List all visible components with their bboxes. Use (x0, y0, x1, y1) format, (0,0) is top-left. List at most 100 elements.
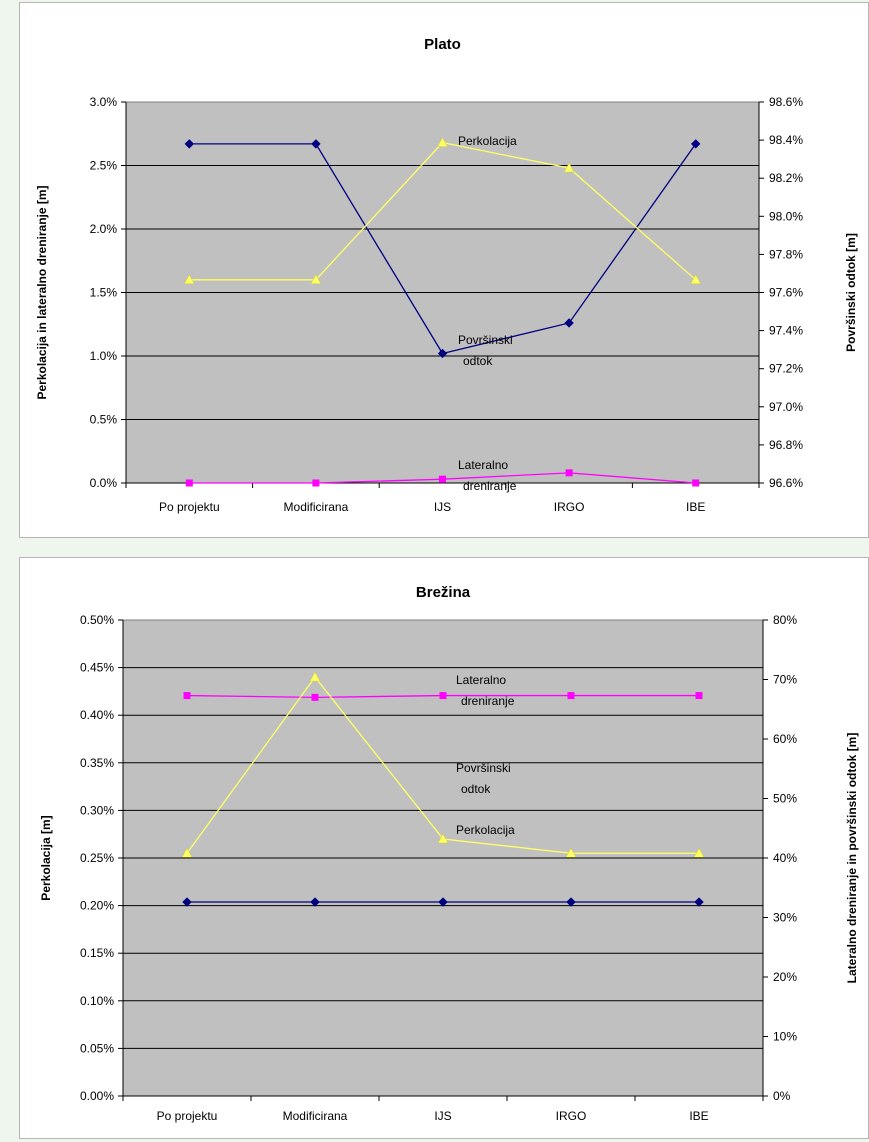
data-point (309, 671, 321, 682)
right-tick-label: 0% (773, 1089, 791, 1103)
x-tick-label: IBE (689, 1109, 708, 1123)
x-tick-label: IRGO (554, 500, 585, 514)
x-tick-label: IJS (434, 500, 451, 514)
left-tick-label: 2.0% (90, 222, 118, 236)
data-point (564, 318, 574, 328)
data-point (183, 274, 195, 285)
left-axis-title: Perkolacija in lateralno dreniranje [m] (35, 185, 49, 399)
right-tick-label: 96.8% (769, 438, 803, 452)
data-point (439, 692, 447, 700)
right-tick-label: 97.6% (769, 286, 803, 300)
series-label-line: Površinski (458, 333, 513, 347)
right-axis-title: Površinski odtok [m] (844, 233, 858, 352)
data-point (310, 897, 320, 907)
left-tick-label: 1.5% (90, 286, 118, 300)
series-label-line: Lateralno (456, 673, 506, 687)
left-tick-label: 0.15% (80, 946, 114, 960)
data-point (695, 692, 703, 700)
data-point (690, 274, 702, 285)
brezina-chart-svg: Brežina 0.00% 0.05% 0.10% 0.15% 0.20% 0.25% 0.3… (39, 584, 859, 1123)
right-tick-label: 98.6% (769, 95, 803, 109)
data-point (182, 897, 192, 907)
data-point (565, 847, 577, 858)
x-tick-label: Po projektu (159, 500, 220, 514)
data-point (565, 469, 573, 477)
x-tick-label: Modificirana (284, 500, 349, 514)
series-label-line: Površinski (456, 761, 511, 775)
data-point (310, 274, 322, 285)
left-tick-label: 0.30% (80, 803, 114, 817)
left-tick-label: 3.0% (90, 95, 118, 109)
left-tick-label: 0.5% (90, 413, 118, 427)
right-tick-label: 97.4% (769, 324, 803, 338)
data-point (183, 692, 191, 700)
x-tick-label: Modificirana (283, 1109, 348, 1123)
right-tick-label: 98.2% (769, 171, 803, 185)
right-tick-label: 97.8% (769, 247, 803, 261)
plato-chart: Plato 0.0% 0.5% 1.0% 1.5% 2.0% 2.5% 3.0% 96.6% 96… (19, 2, 869, 538)
data-point (693, 847, 705, 858)
left-tick-label: 0.50% (80, 613, 114, 627)
right-tick-label: 96.6% (769, 476, 803, 490)
series-label: Lateralno dreniranje (458, 458, 517, 493)
right-tick-label: 10% (773, 1030, 797, 1044)
series-label: Površinski odtok (456, 761, 511, 796)
left-tick-label: 0.40% (80, 708, 114, 722)
series-label: Lateralno dreniranje (456, 673, 515, 708)
right-tick-label: 30% (773, 911, 797, 925)
data-point (438, 897, 448, 907)
data-point (694, 897, 704, 907)
brezina-chart: Brežina 0.00% 0.05% 0.10% 0.15% 0.20% 0.25% 0.3… (19, 557, 869, 1139)
left-tick-label: 0.35% (80, 756, 114, 770)
data-point (690, 139, 701, 149)
plato-chart-svg: Plato 0.0% 0.5% 1.0% 1.5% 2.0% 2.5% 3.0% 96.6% 96… (35, 36, 858, 514)
data-point (185, 479, 193, 487)
data-point (692, 479, 700, 487)
left-tick-label: 0.05% (80, 1041, 114, 1055)
series-label-line: odtok (461, 782, 491, 796)
left-tick-label: 2.5% (90, 159, 118, 173)
right-axis-title: Lateralno dreniranje in površinski odtok… (845, 733, 859, 984)
right-tick-label: 98.4% (769, 133, 803, 147)
data-point (437, 833, 449, 844)
series-label-line: dreniranje (461, 694, 515, 708)
data-point (563, 162, 575, 173)
series-label: Perkolacija (456, 823, 515, 837)
data-point (311, 139, 321, 149)
left-tick-label: 0.0% (90, 476, 118, 490)
series-label: Perkolacija (458, 134, 517, 148)
series-label-line: dreniranje (463, 479, 517, 493)
data-point (181, 847, 193, 858)
left-tick-label: 0.00% (80, 1089, 114, 1103)
left-tick-label: 1.0% (90, 349, 118, 363)
data-point (439, 475, 446, 483)
x-tick-label: IRGO (556, 1109, 587, 1123)
series-label: Površinski odtok (458, 333, 513, 368)
right-tick-label: 70% (773, 673, 797, 687)
x-tick-label: IBE (686, 500, 705, 514)
left-axis-title: Perkolacija [m] (39, 815, 53, 900)
data-point (311, 693, 319, 701)
chart-title: Plato (424, 36, 461, 53)
right-tick-label: 80% (773, 613, 797, 627)
left-tick-label: 0.10% (80, 994, 114, 1008)
x-tick-label: Po projektu (157, 1109, 218, 1123)
right-tick-label: 97.2% (769, 362, 803, 376)
right-tick-label: 40% (773, 851, 797, 865)
series-label-line: Perkolacija (456, 823, 515, 837)
data-point (437, 137, 448, 147)
right-tick-label: 60% (773, 732, 797, 746)
series-label-line: Lateralno (458, 458, 508, 472)
data-point (567, 692, 575, 700)
left-tick-label: 0.20% (80, 899, 114, 913)
data-point (312, 479, 320, 487)
right-tick-label: 98.0% (769, 209, 803, 223)
series-label-line: Perkolacija (458, 134, 517, 148)
series-label-line: odtok (463, 354, 493, 368)
right-tick-label: 97.0% (769, 400, 803, 414)
x-tick-label: IJS (434, 1109, 451, 1123)
data-point (184, 139, 195, 149)
right-tick-label: 50% (773, 792, 797, 806)
left-tick-label: 0.25% (80, 851, 114, 865)
data-point (437, 348, 448, 359)
